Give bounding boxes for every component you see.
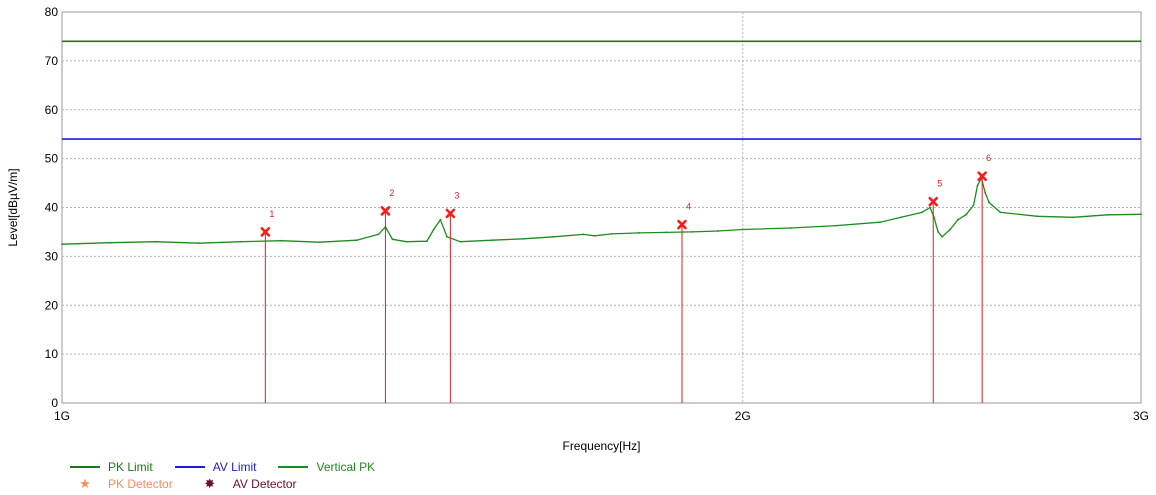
series-point [391,238,394,241]
legend-label-pk-limit: PK Limit [108,459,153,474]
series-point [610,233,613,235]
series-point [280,239,283,242]
series-point [638,232,641,234]
legend-item-av-limit: AV Limit [174,459,257,474]
marker-cross [977,171,987,182]
y-tick-label: 30 [45,249,59,263]
marker-label: 2 [389,188,394,198]
series-point [405,240,408,243]
y-tick-label: 20 [45,298,59,312]
legend-item-vertical-pk: Vertical PK [278,460,375,474]
x-tick-label: 2G [735,409,751,423]
series-point [972,204,975,207]
marker-cross [260,227,271,237]
legend-swatch-av-limit [174,465,205,468]
series-point [439,218,442,221]
legend-label-pk-detector: PK Detector [108,476,173,491]
series-point [198,242,201,245]
series-point [941,235,943,238]
series-point [976,184,979,187]
series-point [61,243,63,246]
marker-label: 6 [986,153,991,163]
legend-item-av-detector: ✸ AV Detector [195,476,297,491]
series-point [984,191,987,194]
marker-label: 1 [269,209,274,219]
series-point [552,235,555,238]
series-point [582,233,585,236]
series-point [491,239,494,242]
series-point [920,211,923,214]
y-tick-label: 10 [45,347,59,361]
series-point [988,201,990,204]
marker-label: 4 [686,202,691,212]
series-point [1036,215,1039,218]
y-axis-title: Level[dBµV/m] [6,168,20,246]
series-point [593,234,596,237]
marker-cross [677,219,687,230]
series-point [900,216,903,219]
y-tick-label: 0 [51,396,58,410]
x-tick-label: 1G [54,409,70,423]
legend: PK Limit AV Limit Vertical PK ★ PK Detec… [70,458,397,492]
series-point [789,227,792,229]
legend-row-1: PK Limit AV Limit Vertical PK [70,458,397,475]
series-point [879,221,881,224]
star-icon: ★ [79,476,91,491]
series-point [377,233,380,236]
series-point [965,213,967,216]
series-point [929,206,931,209]
series-point [109,241,111,244]
y-tick-label: 70 [45,54,59,68]
series-point [355,239,358,242]
series-point [949,228,951,231]
legend-label-av-limit: AV Limit [212,459,257,474]
series-point [957,218,959,221]
series-point [665,231,668,234]
legend-label-vertical-pk: Vertical PK [316,459,376,474]
y-tick-label: 50 [45,152,59,166]
legend-label-av-detector: AV Detector [232,476,297,491]
chart-svg: 0 10 20 30 40 50 60 70 80 1G 2G 3G Frequency[Hz] Leve… [6,5,1149,453]
series-point [240,240,243,243]
series-point [154,240,157,243]
legend-swatch-pk-limit [70,465,100,468]
series-point [446,235,448,238]
legend-swatch-vertical-pk [278,465,309,468]
series-point [1140,213,1142,216]
legend-row-2: ★ PK Detector ✸ AV Detector [70,475,397,492]
series-point [999,211,1002,214]
marker-label: 5 [937,179,942,189]
legend-item-pk-limit: PK Limit [70,460,153,474]
y-tick-label: 40 [45,201,59,215]
asterisk-icon: ✸ [204,476,216,491]
series-point [459,240,462,243]
series-point [1072,216,1075,219]
series-point [318,241,321,244]
series-point [741,228,744,231]
marker-cross [380,206,391,216]
series-point [432,228,435,231]
legend-item-pk-detector: ★ PK Detector [70,477,173,491]
y-tick-label: 80 [45,5,59,19]
x-tick-label: 3G [1133,409,1149,423]
series-point [426,240,428,243]
x-axis-title: Frequency[Hz] [562,439,640,453]
marker-cross [445,208,456,219]
series-point [522,237,525,240]
series-line-vertical-pk [61,177,1142,245]
series-point [1106,213,1109,216]
y-tick-label: 60 [45,103,59,117]
series-point [937,231,939,233]
marker-label: 3 [454,190,459,200]
series-point [717,230,719,232]
plot-frame [61,11,1142,404]
marker-cross [928,196,939,207]
series-point [835,224,838,227]
series-point [691,231,694,233]
